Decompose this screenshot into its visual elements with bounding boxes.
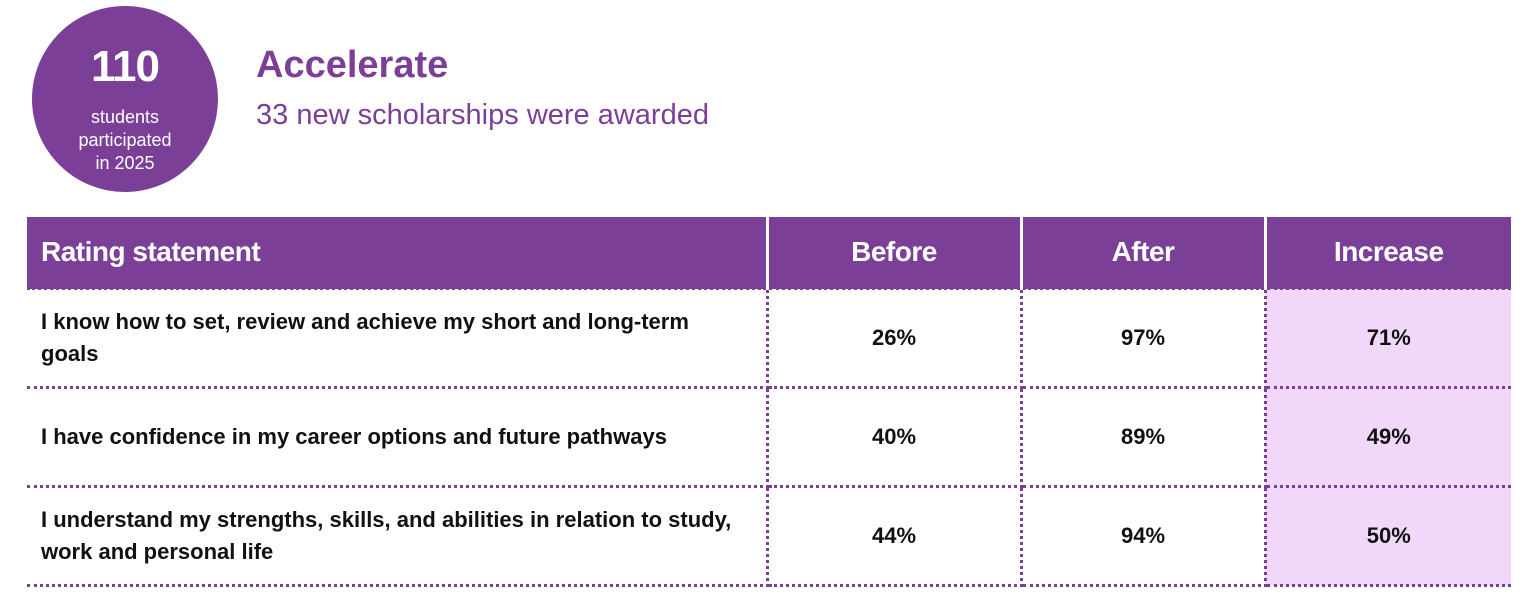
increase-value: 49% — [1265, 387, 1511, 488]
header-after: After — [1021, 217, 1267, 289]
participants-caption: students participated in 2025 — [52, 106, 198, 175]
increase-value: 71% — [1265, 287, 1511, 389]
table-header-row: Rating statement Before After Increase — [27, 217, 1511, 289]
participants-count: 110 — [91, 42, 160, 91]
rating-statement-cell: I have confidence in my career options a… — [27, 387, 769, 488]
table-row: I have confidence in my career options a… — [27, 387, 1511, 488]
caption-line-2: participated — [78, 130, 172, 150]
caption-line-1: students — [90, 107, 160, 127]
caption-line-3: in 2025 — [95, 153, 155, 173]
after-value: 97% — [1021, 287, 1267, 389]
before-value: 26% — [767, 287, 1023, 389]
increase-value: 50% — [1265, 486, 1511, 587]
header-rating-statement: Rating statement — [27, 217, 769, 289]
after-value: 94% — [1021, 486, 1267, 587]
program-title: Accelerate — [256, 44, 449, 86]
rating-statement-cell: I understand my strengths, skills, and a… — [27, 486, 769, 587]
table-row: I understand my strengths, skills, and a… — [27, 486, 1511, 587]
header-increase: Increase — [1265, 217, 1511, 289]
before-value: 44% — [767, 486, 1023, 587]
rating-table: Rating statement Before After Increase I… — [27, 217, 1511, 587]
program-subtitle: 33 new scholarships were awarded — [256, 99, 709, 131]
after-value: 89% — [1021, 387, 1267, 488]
before-value: 40% — [767, 387, 1023, 488]
header-before: Before — [767, 217, 1023, 289]
participants-badge: 110 students participated in 2025 — [32, 6, 218, 192]
rating-statement-cell: I know how to set, review and achieve my… — [27, 287, 769, 389]
table-row: I know how to set, review and achieve my… — [27, 287, 1511, 389]
